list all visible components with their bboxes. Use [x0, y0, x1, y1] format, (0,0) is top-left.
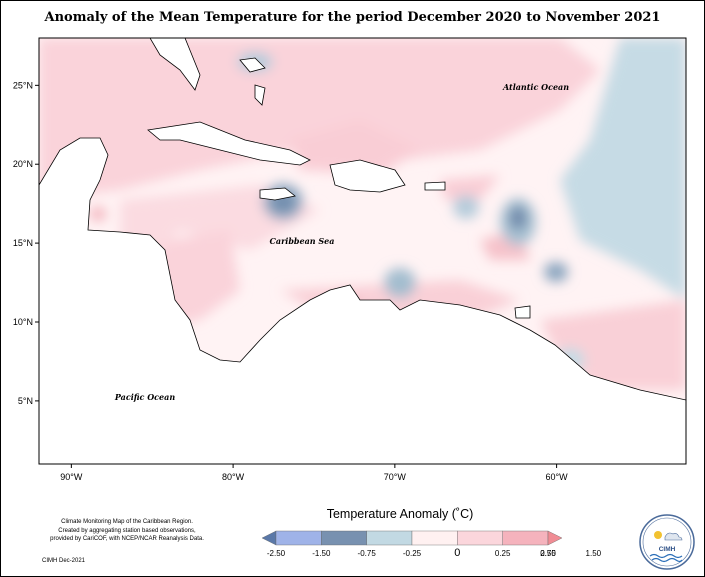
- lat-tick-label: 15°N: [13, 238, 33, 248]
- credit-block: Climate Monitoring Map of the Caribbean …: [22, 518, 232, 544]
- lat-tick-label: 25°N: [13, 80, 33, 90]
- pacific-ocean-label: Pacific Ocean: [114, 392, 175, 402]
- map-border: [38, 37, 687, 465]
- issued-date: CIMH Dec-2021: [42, 558, 86, 564]
- wave-icon: [649, 553, 683, 559]
- lon-tick-label: 70°W: [384, 472, 407, 482]
- credit-line: provided by CariCOF, with NCEP/NCAR Rean…: [50, 536, 204, 542]
- sun-icon: [654, 531, 662, 539]
- landmasses: [39, 38, 686, 464]
- lon-ticks: 90°W 80°W 70°W 60°W: [60, 464, 568, 482]
- map-title: Anomaly of the Mean Temperature for the …: [44, 10, 661, 25]
- caribbean-sea-label: Caribbean Sea: [270, 236, 335, 246]
- lon-tick-label: 90°W: [60, 472, 83, 482]
- lat-tick-label: 5°N: [18, 396, 33, 406]
- lon-tick-label: 60°W: [546, 472, 569, 482]
- atlantic-ocean-label: Atlantic Ocean: [502, 82, 569, 92]
- lon-tick-label: 80°W: [222, 472, 245, 482]
- legend-title: Temperature Anomaly (˚C): [326, 507, 474, 521]
- cloud-icon: [664, 532, 683, 541]
- logo-text: CIMH: [659, 546, 676, 553]
- lat-ticks: 25°N 20°N 15°N 10°N 5°N: [13, 80, 39, 406]
- cimh-logo: CIMH: [639, 514, 695, 570]
- credit-line: Created by aggregating station based obs…: [58, 527, 196, 534]
- lat-tick-label: 20°N: [13, 159, 33, 169]
- lat-tick-label: 10°N: [13, 317, 33, 327]
- credit-line: Climate Monitoring Map of the Caribbean …: [61, 519, 193, 525]
